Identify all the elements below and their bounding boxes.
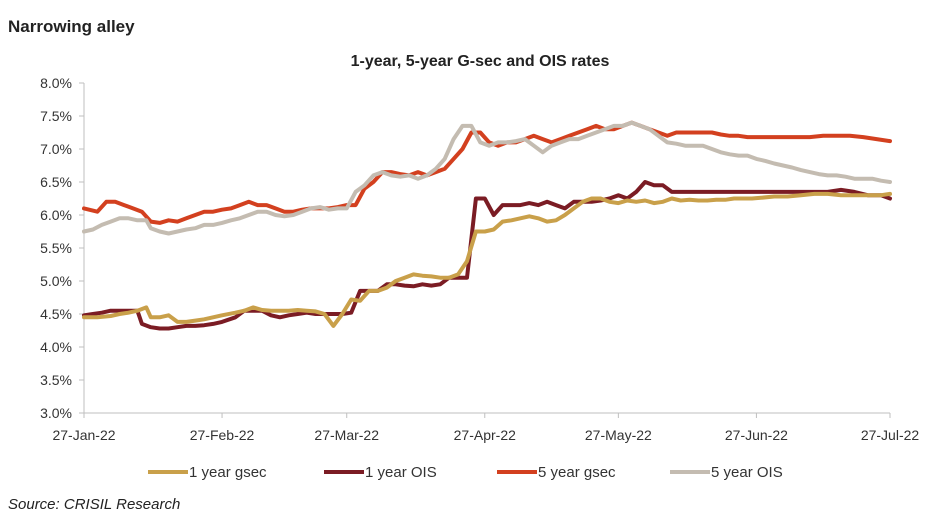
- x-axis-ticks: 27-Jan-22 27-Feb-22 27-Mar-22 27-Apr-22 27-M…: [52, 413, 919, 443]
- series-line-1-year-ois: [82, 180, 892, 331]
- series-line-5-year-gsec: [82, 120, 892, 225]
- x-tick-label: 27-Jul-22: [861, 427, 920, 443]
- x-tick-label: 27-Apr-22: [454, 427, 516, 443]
- legend-label-1-year-ois: 1 year OIS: [365, 464, 437, 481]
- x-tick-label: 27-Mar-22: [314, 427, 379, 443]
- y-tick-label: 6.0%: [40, 207, 72, 223]
- x-tick-label: 27-May-22: [585, 427, 652, 443]
- y-tick-label: 6.5%: [40, 174, 72, 190]
- y-tick-label: 8.0%: [40, 75, 72, 91]
- x-tick-label: 27-Feb-22: [190, 427, 255, 443]
- y-tick-label: 4.0%: [40, 339, 72, 355]
- chart-legend: 1 year gsec 1 year OIS 5 year gsec 5 year O…: [148, 464, 783, 481]
- y-tick-label: 3.0%: [40, 405, 72, 421]
- legend-label-5-year-gsec: 5 year gsec: [538, 464, 616, 481]
- chart-series-lines: [82, 120, 892, 331]
- series-line-1-year-gsec: [82, 191, 892, 328]
- chart-title: 1-year, 5-year G-sec and OIS rates: [351, 53, 610, 70]
- x-tick-label: 27-Jun-22: [725, 427, 788, 443]
- y-tick-label: 5.0%: [40, 273, 72, 289]
- y-tick-label: 7.0%: [40, 141, 72, 157]
- y-tick-label: 4.5%: [40, 306, 72, 322]
- y-tick-label: 5.5%: [40, 240, 72, 256]
- y-tick-label: 7.5%: [40, 108, 72, 124]
- y-axis-ticks: 3.0% 3.5% 4.0% 4.5% 5.0% 5.5% 6.0% 6.5% 7.0% 7.5%…: [40, 75, 84, 421]
- y-tick-label: 3.5%: [40, 372, 72, 388]
- legend-label-1-year-gsec: 1 year gsec: [189, 464, 267, 481]
- legend-label-5-year-ois: 5 year OIS: [711, 464, 783, 481]
- page-heading: Narrowing alley: [8, 17, 135, 36]
- chart-axes: [83, 83, 890, 414]
- source-note: Source: CRISIL Research: [8, 496, 181, 513]
- x-tick-label: 27-Jan-22: [52, 427, 115, 443]
- series-line-5-year-ois: [82, 120, 892, 236]
